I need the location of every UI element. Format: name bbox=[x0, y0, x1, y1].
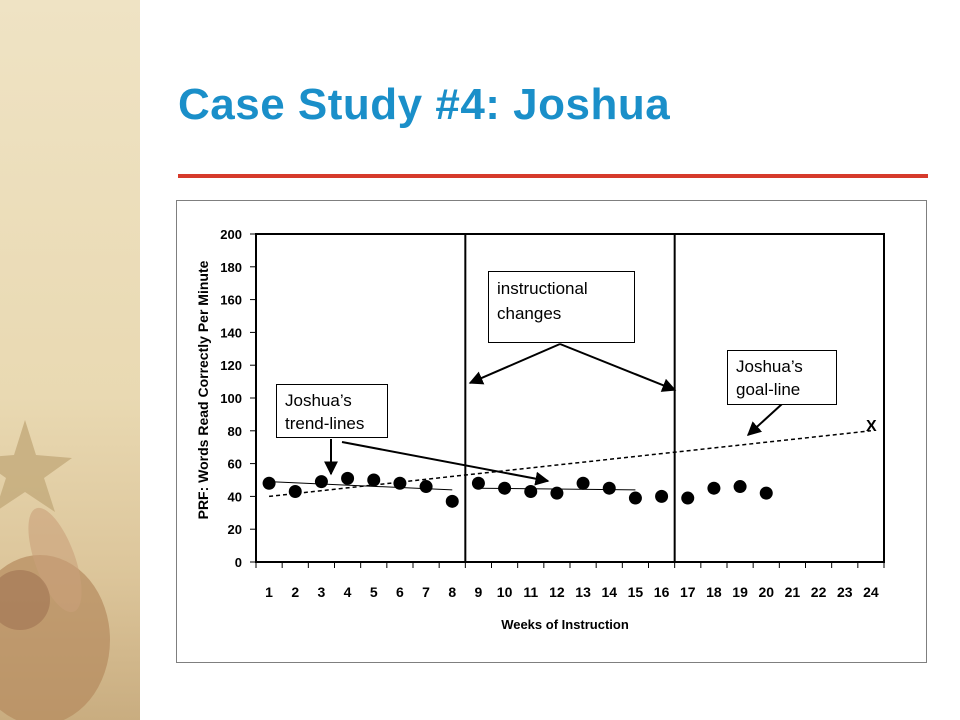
data-point bbox=[576, 476, 590, 490]
data-point bbox=[550, 486, 564, 500]
y-tick-label: 200 bbox=[220, 227, 242, 242]
y-tick-label: 60 bbox=[228, 457, 242, 472]
data-point bbox=[393, 476, 407, 490]
x-tick-label: 9 bbox=[475, 584, 483, 600]
data-point bbox=[498, 481, 512, 495]
goal-line bbox=[269, 430, 871, 498]
y-tick-label: 180 bbox=[220, 260, 242, 275]
data-point bbox=[759, 486, 773, 500]
y-tick-label: 0 bbox=[235, 555, 242, 570]
x-axis-label: Weeks of Instruction bbox=[501, 617, 629, 632]
instructional-changes-arrow-left bbox=[468, 343, 561, 385]
page-title: Case Study #4: Joshua bbox=[178, 80, 671, 129]
trend-line-arrow-second bbox=[341, 441, 550, 486]
x-tick-label: 12 bbox=[549, 584, 565, 600]
data-point bbox=[733, 480, 747, 494]
data-point bbox=[655, 489, 669, 503]
data-point bbox=[524, 484, 538, 498]
data-point bbox=[681, 491, 695, 505]
data-point bbox=[288, 484, 302, 498]
instructional-changes-arrow-right bbox=[559, 343, 677, 392]
y-tick-label: 80 bbox=[228, 424, 242, 439]
x-tick-label: 19 bbox=[732, 584, 748, 600]
x-tick-label: 10 bbox=[497, 584, 513, 600]
data-point bbox=[445, 494, 459, 508]
y-tick-label: 20 bbox=[228, 522, 242, 537]
x-tick-label: 24 bbox=[863, 584, 879, 600]
x-tick-label: 1 bbox=[265, 584, 273, 600]
data-point bbox=[341, 471, 355, 485]
x-tick-label: 6 bbox=[396, 584, 404, 600]
trend-lines-callout: Joshua’s trend-lines bbox=[276, 384, 388, 438]
x-tick-label: 23 bbox=[837, 584, 853, 600]
x-tick-label: 22 bbox=[811, 584, 827, 600]
data-point bbox=[628, 491, 642, 505]
data-point bbox=[262, 476, 276, 490]
x-tick-label: 21 bbox=[785, 584, 801, 600]
x-tick-label: 5 bbox=[370, 584, 378, 600]
data-point bbox=[419, 480, 433, 494]
goal-line-callout: Joshua’s goal-line bbox=[727, 350, 837, 405]
x-tick-label: 16 bbox=[654, 584, 670, 600]
goal-marker: X bbox=[866, 418, 877, 435]
x-tick-label: 7 bbox=[422, 584, 430, 600]
title-divider bbox=[178, 174, 928, 178]
y-tick-label: 120 bbox=[220, 358, 242, 373]
decorative-star-photo bbox=[0, 420, 110, 720]
x-tick-label: 11 bbox=[523, 584, 538, 600]
data-point bbox=[471, 476, 485, 490]
decorative-side-panel bbox=[0, 0, 140, 720]
data-point bbox=[367, 473, 381, 487]
x-tick-label: 18 bbox=[706, 584, 722, 600]
x-tick-label: 20 bbox=[758, 584, 774, 600]
y-tick-label: 140 bbox=[220, 325, 242, 340]
x-tick-label: 13 bbox=[575, 584, 591, 600]
data-point bbox=[707, 481, 721, 495]
x-tick-label: 15 bbox=[628, 584, 644, 600]
goal-line-arrow bbox=[746, 403, 783, 436]
x-tick-label: 2 bbox=[291, 584, 299, 600]
x-tick-label: 14 bbox=[601, 584, 617, 600]
y-tick-label: 100 bbox=[220, 391, 242, 406]
y-tick-label: 160 bbox=[220, 293, 242, 308]
instructional-changes-callout: instructional changes bbox=[488, 271, 635, 343]
y-tick-label: 40 bbox=[228, 489, 242, 504]
data-point bbox=[314, 475, 328, 489]
x-tick-label: 8 bbox=[448, 584, 456, 600]
x-tick-label: 4 bbox=[344, 584, 352, 600]
data-point bbox=[602, 481, 616, 495]
y-axis-label: PRF: Words Read Correctly Per Minute bbox=[195, 260, 211, 520]
x-tick-label: 17 bbox=[680, 584, 696, 600]
x-tick-label: 3 bbox=[318, 584, 326, 600]
